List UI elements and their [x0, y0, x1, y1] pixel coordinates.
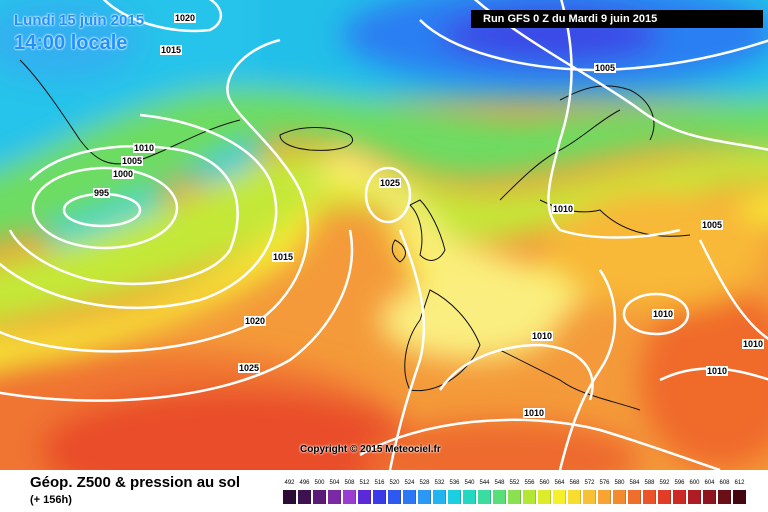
- coastlines: [19, 59, 691, 411]
- scale-swatch: [463, 490, 476, 504]
- scale-swatch: [508, 490, 521, 504]
- scale-tick-label: 492: [284, 480, 295, 486]
- scale-swatch: [478, 490, 491, 504]
- scale-tick-label: 600: [689, 480, 700, 486]
- scale-tick-label: 532: [434, 480, 445, 486]
- isobar-label: 1010: [531, 331, 554, 341]
- scale-swatch: [703, 490, 716, 504]
- map-title: Géop. Z500 & pression au sol: [30, 474, 241, 491]
- scale-tick-label: 596: [674, 480, 685, 486]
- isobar-label: 1005: [121, 156, 144, 166]
- scale-swatch: [628, 490, 641, 504]
- isobar-label: 1005: [701, 220, 724, 230]
- scale-tick-label: 564: [554, 480, 565, 486]
- scale-swatch: [598, 490, 611, 504]
- scale-swatch: [538, 490, 551, 504]
- isobar-label: 1010: [706, 366, 729, 376]
- isobar-label: 1010: [742, 339, 765, 349]
- scale-tick-label: 516: [374, 480, 385, 486]
- scale-swatch: [298, 490, 311, 504]
- scale-swatch: [643, 490, 656, 504]
- scale-swatch: [388, 490, 401, 504]
- run-banner: Run GFS 0 Z du Mardi 9 juin 2015: [471, 10, 763, 28]
- copyright-text: Copyright © 2015 Meteociel.fr: [300, 444, 441, 455]
- isobar-label: 1015: [160, 45, 183, 55]
- isobar-label: 1000: [112, 169, 135, 179]
- scale-swatch: [613, 490, 626, 504]
- scale-swatch: [523, 490, 536, 504]
- weather-map: Lundi 15 juin 2015 14:00 locale Run GFS …: [0, 0, 768, 470]
- scale-tick-label: 496: [299, 480, 310, 486]
- scale-swatch: [658, 490, 671, 504]
- scale-tick-label: 576: [599, 480, 610, 486]
- forecast-time: 14:00 locale: [14, 32, 128, 54]
- scale-tick-label: 500: [314, 480, 325, 486]
- isobar-label: 1020: [244, 316, 267, 326]
- scale-tick-label: 504: [329, 480, 340, 486]
- scale-swatch: [328, 490, 341, 504]
- scale-swatch: [373, 490, 386, 504]
- scale-tick-label: 580: [614, 480, 625, 486]
- scale-swatch: [433, 490, 446, 504]
- scale-swatch: [688, 490, 701, 504]
- isobar-label: 1010: [552, 204, 575, 214]
- isobar-label: 1010: [652, 309, 675, 319]
- scale-swatch: [343, 490, 356, 504]
- isobar-label: 1010: [133, 143, 156, 153]
- color-scale-labels: 492 496 500 504 508 512 516 520 524 528 532 536 540 5…: [283, 479, 751, 489]
- scale-tick-label: 540: [464, 480, 475, 486]
- scale-tick-label: 508: [344, 480, 355, 486]
- isobar-label: 1005: [594, 63, 617, 73]
- scale-tick-label: 528: [419, 480, 430, 486]
- color-scale: [283, 490, 748, 504]
- scale-swatch: [568, 490, 581, 504]
- scale-swatch: [718, 490, 731, 504]
- scale-swatch: [673, 490, 686, 504]
- scale-tick-label: 612: [734, 480, 745, 486]
- scale-swatch: [418, 490, 431, 504]
- scale-swatch: [553, 490, 566, 504]
- scale-swatch: [283, 490, 296, 504]
- forecast-range: (+ 156h): [30, 494, 72, 506]
- scale-swatch: [448, 490, 461, 504]
- scale-tick-label: 556: [524, 480, 535, 486]
- scale-tick-label: 544: [479, 480, 490, 486]
- scale-tick-label: 512: [359, 480, 370, 486]
- forecast-date: Lundi 15 juin 2015: [14, 12, 145, 29]
- legend-bar: Géop. Z500 & pression au sol (+ 156h) 49…: [0, 470, 768, 512]
- isobar-label: 995: [93, 188, 111, 198]
- scale-swatch: [313, 490, 326, 504]
- isobar-label: 1010: [523, 408, 546, 418]
- scale-tick-label: 572: [584, 480, 595, 486]
- scale-tick-label: 608: [719, 480, 730, 486]
- scale-tick-label: 560: [539, 480, 550, 486]
- scale-swatch: [583, 490, 596, 504]
- isobar-label: 1020: [174, 13, 197, 23]
- isobar-label: 1025: [379, 178, 402, 188]
- scale-tick-label: 520: [389, 480, 400, 486]
- scale-swatch: [733, 490, 746, 504]
- scale-swatch: [358, 490, 371, 504]
- scale-swatch: [403, 490, 416, 504]
- scale-tick-label: 568: [569, 480, 580, 486]
- scale-swatch: [493, 490, 506, 504]
- scale-tick-label: 588: [644, 480, 655, 486]
- isobar-label: 1025: [238, 363, 261, 373]
- scale-tick-label: 584: [629, 480, 640, 486]
- isobar-label: 1015: [272, 252, 295, 262]
- scale-tick-label: 552: [509, 480, 520, 486]
- scale-tick-label: 524: [404, 480, 415, 486]
- scale-tick-label: 592: [659, 480, 670, 486]
- scale-tick-label: 548: [494, 480, 505, 486]
- scale-tick-label: 604: [704, 480, 715, 486]
- map-canvas: [0, 0, 768, 470]
- scale-tick-label: 536: [449, 480, 460, 486]
